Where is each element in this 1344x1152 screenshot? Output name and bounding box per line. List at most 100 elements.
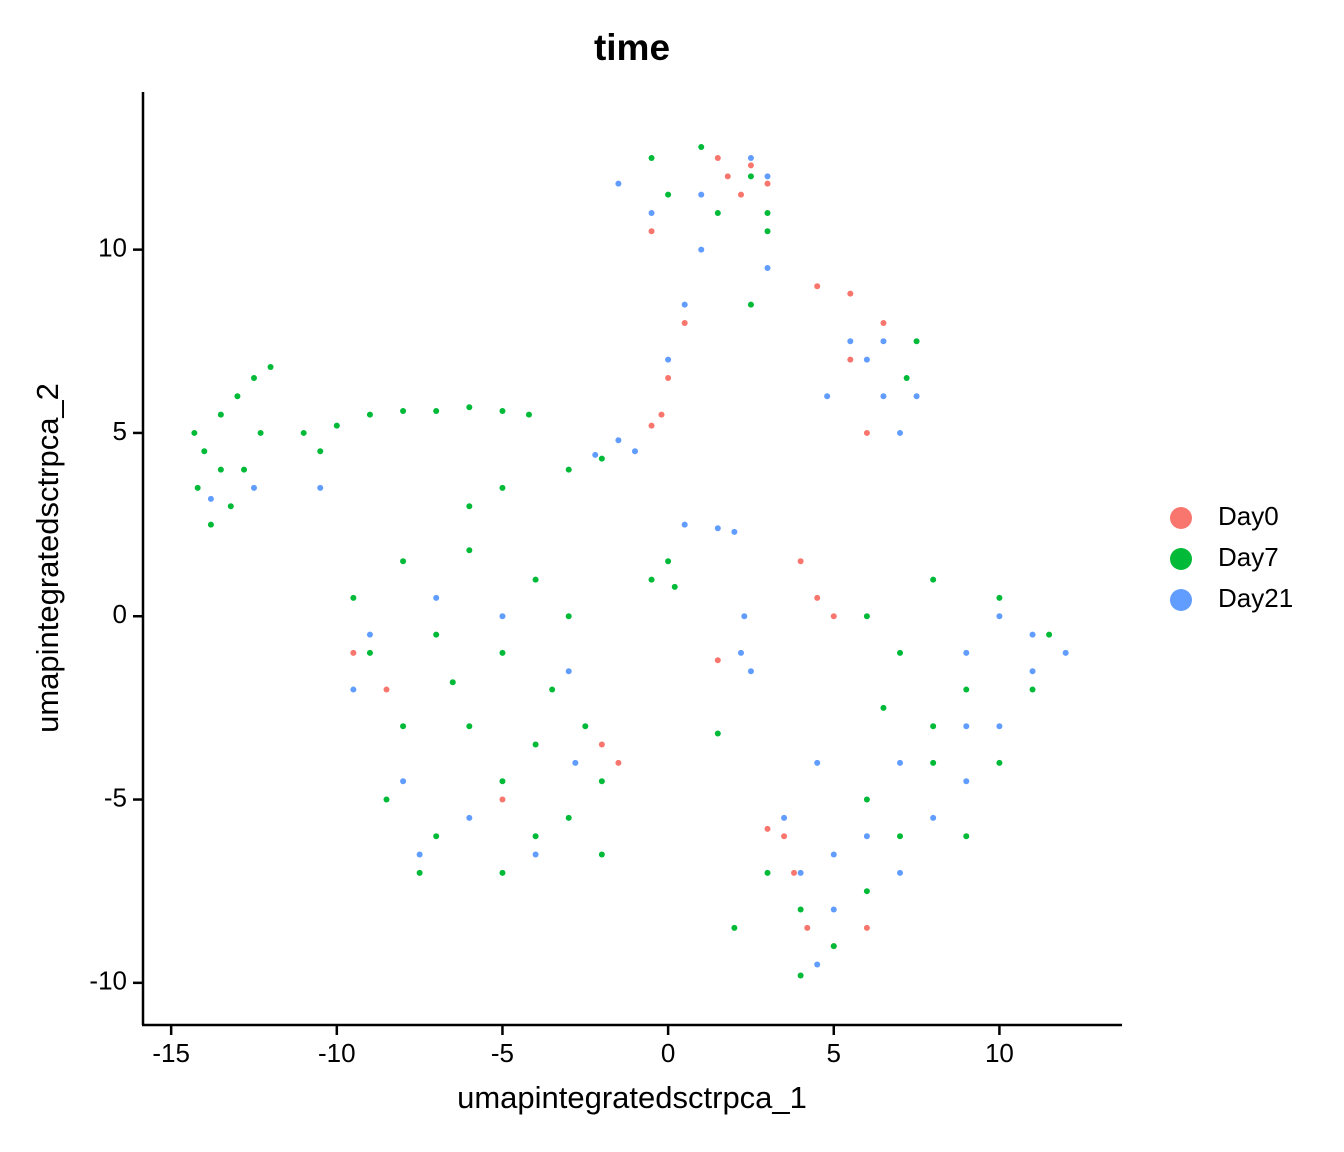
x-tick-label: 10 — [985, 1038, 1014, 1068]
point — [615, 759, 622, 766]
point — [863, 429, 870, 436]
point — [317, 448, 324, 455]
point — [433, 594, 440, 601]
point — [532, 833, 539, 840]
point — [880, 704, 887, 711]
x-tick-label: -15 — [152, 1038, 190, 1068]
point — [681, 521, 688, 528]
point — [963, 833, 970, 840]
point — [499, 407, 506, 414]
chart-title: time — [594, 27, 670, 68]
point — [466, 547, 473, 554]
point — [847, 290, 854, 297]
point — [400, 723, 407, 730]
point — [532, 741, 539, 748]
point — [714, 657, 721, 664]
point — [665, 191, 672, 198]
y-tick-label: 5 — [113, 416, 127, 446]
point — [598, 851, 605, 858]
point — [797, 972, 804, 979]
point — [598, 778, 605, 785]
point — [257, 429, 264, 436]
point — [797, 558, 804, 565]
point — [565, 814, 572, 821]
y-axis-label: umapintegratedsctrpca_2 — [30, 383, 65, 733]
point — [764, 869, 771, 876]
point — [791, 869, 798, 876]
point — [525, 411, 532, 418]
point — [565, 466, 572, 473]
point — [615, 437, 622, 444]
point — [350, 649, 357, 656]
point — [592, 451, 599, 458]
point — [996, 759, 1003, 766]
point — [996, 613, 1003, 620]
point — [549, 686, 556, 693]
point — [582, 723, 589, 730]
point — [250, 484, 257, 491]
point — [350, 594, 357, 601]
point — [207, 495, 214, 502]
point — [466, 503, 473, 510]
point — [814, 594, 821, 601]
point — [897, 759, 904, 766]
point — [830, 613, 837, 620]
point — [217, 466, 224, 473]
point — [1029, 686, 1036, 693]
point — [658, 411, 665, 418]
point — [830, 851, 837, 858]
point — [466, 404, 473, 411]
point — [1062, 649, 1069, 656]
point — [863, 924, 870, 931]
point — [565, 668, 572, 675]
point — [532, 576, 539, 583]
point — [241, 466, 248, 473]
y-tick-label: 10 — [98, 233, 127, 263]
point — [797, 906, 804, 913]
point — [648, 422, 655, 429]
point — [333, 422, 340, 429]
point — [764, 264, 771, 271]
point — [764, 173, 771, 180]
point — [880, 393, 887, 400]
y-tick-label: -10 — [89, 966, 127, 996]
point — [863, 356, 870, 363]
point — [201, 448, 208, 455]
point — [747, 154, 754, 161]
point — [217, 411, 224, 418]
point — [738, 649, 745, 656]
point — [963, 723, 970, 730]
point — [698, 191, 705, 198]
point — [731, 924, 738, 931]
point — [499, 484, 506, 491]
point — [963, 778, 970, 785]
point — [207, 521, 214, 528]
point — [572, 759, 579, 766]
point — [466, 723, 473, 730]
point — [317, 484, 324, 491]
point — [565, 613, 572, 620]
point — [847, 338, 854, 345]
point — [681, 301, 688, 308]
point — [764, 180, 771, 187]
point — [897, 429, 904, 436]
point — [880, 319, 887, 326]
point — [366, 631, 373, 638]
point — [797, 869, 804, 876]
point — [648, 228, 655, 235]
legend-marker — [1170, 548, 1192, 570]
point — [913, 338, 920, 345]
point — [930, 723, 937, 730]
point — [648, 154, 655, 161]
point — [930, 814, 937, 821]
point — [191, 429, 198, 436]
x-tick-label: -5 — [491, 1038, 514, 1068]
point — [227, 503, 234, 510]
point — [499, 869, 506, 876]
point — [863, 888, 870, 895]
point — [996, 594, 1003, 601]
legend-marker — [1170, 589, 1192, 611]
x-tick-label: -10 — [318, 1038, 356, 1068]
point — [598, 741, 605, 748]
